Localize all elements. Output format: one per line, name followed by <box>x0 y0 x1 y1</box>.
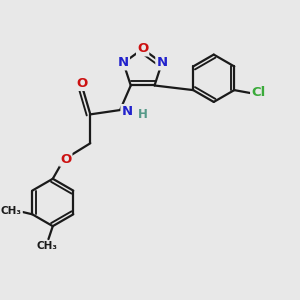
Text: CH₃: CH₃ <box>37 242 58 251</box>
Text: N: N <box>156 56 167 69</box>
Text: CH₃: CH₃ <box>1 206 22 216</box>
Text: Cl: Cl <box>251 86 265 100</box>
Text: N: N <box>122 105 133 118</box>
Text: H: H <box>137 108 147 121</box>
Text: N: N <box>118 56 129 69</box>
Text: O: O <box>76 77 87 90</box>
Text: O: O <box>137 42 148 56</box>
Text: O: O <box>60 153 71 166</box>
